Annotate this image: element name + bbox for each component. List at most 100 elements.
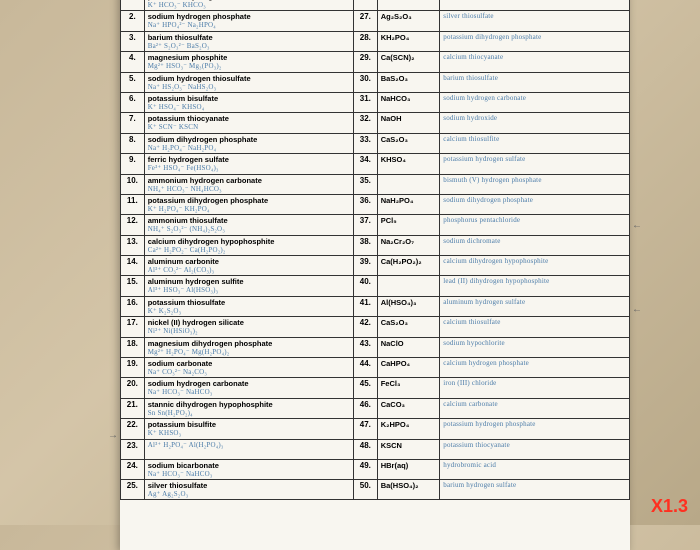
compound-name-cell: ammonium thiosulfateNH₄⁺ S₂O₃²⁻ (NH₄)₂S₂… bbox=[144, 215, 353, 235]
margin-arrow-1: → bbox=[108, 430, 118, 441]
formula-cell: CaS₂O₃ bbox=[377, 133, 440, 153]
formula-cell bbox=[377, 174, 440, 194]
margin-arrow-3: ← bbox=[632, 304, 642, 315]
compound-name-cell: potassium dihydrogen phosphateK⁺ H₂PO₄⁻ … bbox=[144, 194, 353, 214]
written-formula: K⁺ KHSO₃ bbox=[148, 429, 350, 437]
formula-cell: KH₂PO₄ bbox=[377, 31, 440, 51]
row-number-left: 25. bbox=[121, 479, 145, 499]
compound-name-cell: nickel (II) hydrogen silicateNi²⁺ Ni(HSi… bbox=[144, 317, 353, 337]
compound-name-cell: aluminum hydrogen sulfiteAl³⁺ HSO₃⁻ Al(H… bbox=[144, 276, 353, 296]
table-row: 9.ferric hydrogen sulfateFe³⁺ HSO₄⁻ Fe(H… bbox=[121, 154, 630, 174]
answer-cell: calcium thiocyanate bbox=[440, 52, 630, 72]
printed-name: sodium carbonate bbox=[148, 359, 350, 368]
table-row: 12.ammonium thiosulfateNH₄⁺ S₂O₃²⁻ (NH₄)… bbox=[121, 215, 630, 235]
row-number-left: 16. bbox=[121, 296, 145, 316]
answer-cell: barium thiosulfate bbox=[440, 72, 630, 92]
table-row: 1.potassium hydrogen carbonateK⁺ HCO₃⁻ K… bbox=[121, 0, 630, 11]
row-number-right: 49. bbox=[354, 459, 378, 479]
printed-name: silver thiosulfate bbox=[148, 481, 350, 490]
row-number-left: 12. bbox=[121, 215, 145, 235]
row-number-right: 34. bbox=[354, 154, 378, 174]
compound-name-cell: barium thiosulfateBa²⁺ S₂O₃²⁻ BaS₂O₃ bbox=[144, 31, 353, 51]
compound-name-cell: sodium bicarbonateNa⁺ HCO₃⁻ NaHCO₃ bbox=[144, 459, 353, 479]
written-formula: NH₄⁺ S₂O₃²⁻ (NH₄)₂S₂O₃ bbox=[148, 225, 350, 233]
compound-name-cell: sodium hydrogen carbonateNa⁺ HCO₃⁻ NaHCO… bbox=[144, 378, 353, 398]
written-formula: Na⁺ CO₃²⁻ Na₂CO₃ bbox=[148, 368, 350, 376]
table-row: 3.barium thiosulfateBa²⁺ S₂O₃²⁻ BaS₂O₃28… bbox=[121, 31, 630, 51]
formula-cell: NaOH bbox=[377, 113, 440, 133]
compound-name-cell: potassium bisulfateK⁺ HSO₄⁻ KHSO₄ bbox=[144, 92, 353, 112]
table-row: 23.Al³⁺ H₂PO₄⁻ Al(H₂PO₄)₃48.KSCNpotassiu… bbox=[121, 439, 630, 459]
table-row: 21.stannic dihydrogen hypophosphiteSn Sn… bbox=[121, 398, 630, 418]
answer-cell: barium hydrogen sulfate bbox=[440, 479, 630, 499]
written-formula: K⁺ HCO₃⁻ KHCO₃ bbox=[148, 1, 350, 9]
row-number-left: 1. bbox=[121, 0, 145, 11]
formula-cell: PCl₅ bbox=[377, 215, 440, 235]
table-row: 14.aluminum carboniteAl³⁺ CO₃²⁻ Al₂(CO₃)… bbox=[121, 256, 630, 276]
printed-name: nickel (II) hydrogen silicate bbox=[148, 318, 350, 327]
row-number-left: 14. bbox=[121, 256, 145, 276]
table-row: 20.sodium hydrogen carbonateNa⁺ HCO₃⁻ Na… bbox=[121, 378, 630, 398]
formula-cell: KHSO₄ bbox=[377, 154, 440, 174]
row-number-right: 29. bbox=[354, 52, 378, 72]
row-number-right: 41. bbox=[354, 296, 378, 316]
table-row: 11.potassium dihydrogen phosphateK⁺ H₂PO… bbox=[121, 194, 630, 214]
answer-cell: aluminum hydrogen sulfate bbox=[440, 296, 630, 316]
formula-cell: CaHPO₄ bbox=[377, 358, 440, 378]
table-row: 17.nickel (II) hydrogen silicateNi²⁺ Ni(… bbox=[121, 317, 630, 337]
answer-cell: iron (III) chloride bbox=[440, 378, 630, 398]
written-formula: Ca²⁺ H₂PO₂⁻ Ca(H₂PO₂)₂ bbox=[148, 246, 350, 254]
answer-cell: sodium hydrogen carbonate bbox=[440, 92, 630, 112]
printed-name: sodium hydrogen carbonate bbox=[148, 379, 350, 388]
table-row: 19.sodium carbonateNa⁺ CO₃²⁻ Na₂CO₃44.Ca… bbox=[121, 358, 630, 378]
written-formula: NH₄⁺ HCO₃⁻ NH₄HCO₃ bbox=[148, 185, 350, 193]
answer-cell: sodium hypochlorite bbox=[440, 337, 630, 357]
row-number-left: 17. bbox=[121, 317, 145, 337]
formula-cell: NaH₂PO₄ bbox=[377, 194, 440, 214]
compound-name-cell: sodium hydrogen phosphateNa⁺ HPO₄²⁻ Na₂H… bbox=[144, 11, 353, 31]
compound-name-cell: aluminum carboniteAl³⁺ CO₃²⁻ Al₂(CO₃)₃ bbox=[144, 256, 353, 276]
row-number-left: 13. bbox=[121, 235, 145, 255]
written-formula: Sn Sn(H₂PO₂)₄ bbox=[148, 409, 350, 417]
row-number-left: 11. bbox=[121, 194, 145, 214]
row-number-right: 39. bbox=[354, 256, 378, 276]
printed-name: magnesium dihydrogen phosphate bbox=[148, 339, 350, 348]
compound-name-cell: Al³⁺ H₂PO₄⁻ Al(H₂PO₄)₃ bbox=[144, 439, 353, 459]
compound-name-cell: potassium bisulfiteK⁺ KHSO₃ bbox=[144, 419, 353, 439]
formula-cell: Ca(H₂PO₂)₂ bbox=[377, 256, 440, 276]
row-number-left: 24. bbox=[121, 459, 145, 479]
row-number-left: 4. bbox=[121, 52, 145, 72]
row-number-left: 9. bbox=[121, 154, 145, 174]
row-number-left: 19. bbox=[121, 358, 145, 378]
printed-name: ferric hydrogen sulfate bbox=[148, 155, 350, 164]
answer-cell: calcium carbonate bbox=[440, 398, 630, 418]
printed-name: sodium hydrogen thiosulfate bbox=[148, 74, 350, 83]
compound-name-cell: sodium carbonateNa⁺ CO₃²⁻ Na₂CO₃ bbox=[144, 358, 353, 378]
written-formula: Ni²⁺ Ni(HSiO₃)₂ bbox=[148, 327, 350, 335]
answer-cell: potassium hydrogen sulfate bbox=[440, 154, 630, 174]
formula-cell bbox=[377, 276, 440, 296]
written-formula: K⁺ H₂PO₄⁻ KH₂PO₄ bbox=[148, 205, 350, 213]
row-number-right: 47. bbox=[354, 419, 378, 439]
row-number-right: 26. bbox=[354, 0, 378, 11]
row-number-left: 3. bbox=[121, 31, 145, 51]
row-number-left: 23. bbox=[121, 439, 145, 459]
formula-cell: NaClO bbox=[377, 337, 440, 357]
table-row: 13.calcium dihydrogen hypophosphiteCa²⁺ … bbox=[121, 235, 630, 255]
answer-cell: potassium hydrogen carbonate bbox=[440, 0, 630, 11]
formula-cell: Al(HSO₄)₃ bbox=[377, 296, 440, 316]
compound-name-cell: potassium thiocyanateK⁺ SCN⁻ KSCN bbox=[144, 113, 353, 133]
row-number-left: 21. bbox=[121, 398, 145, 418]
written-formula: Al³⁺ CO₃²⁻ Al₂(CO₃)₃ bbox=[148, 266, 350, 274]
written-formula: Na⁺ HS₂O₃⁻ NaHS₂O₃ bbox=[148, 83, 350, 91]
answer-cell: phosphorus pentachloride bbox=[440, 215, 630, 235]
answer-cell: sodium dihydrogen phosphate bbox=[440, 194, 630, 214]
compound-name-cell: magnesium dihydrogen phosphateMg²⁺ H₂PO₄… bbox=[144, 337, 353, 357]
answer-cell: bismuth (V) hydrogen phosphate bbox=[440, 174, 630, 194]
compound-name-cell: potassium hydrogen carbonateK⁺ HCO₃⁻ KHC… bbox=[144, 0, 353, 11]
row-number-right: 48. bbox=[354, 439, 378, 459]
row-number-right: 36. bbox=[354, 194, 378, 214]
row-number-right: 30. bbox=[354, 72, 378, 92]
table-row: 10.ammonium hydrogen carbonateNH₄⁺ HCO₃⁻… bbox=[121, 174, 630, 194]
row-number-right: 27. bbox=[354, 11, 378, 31]
